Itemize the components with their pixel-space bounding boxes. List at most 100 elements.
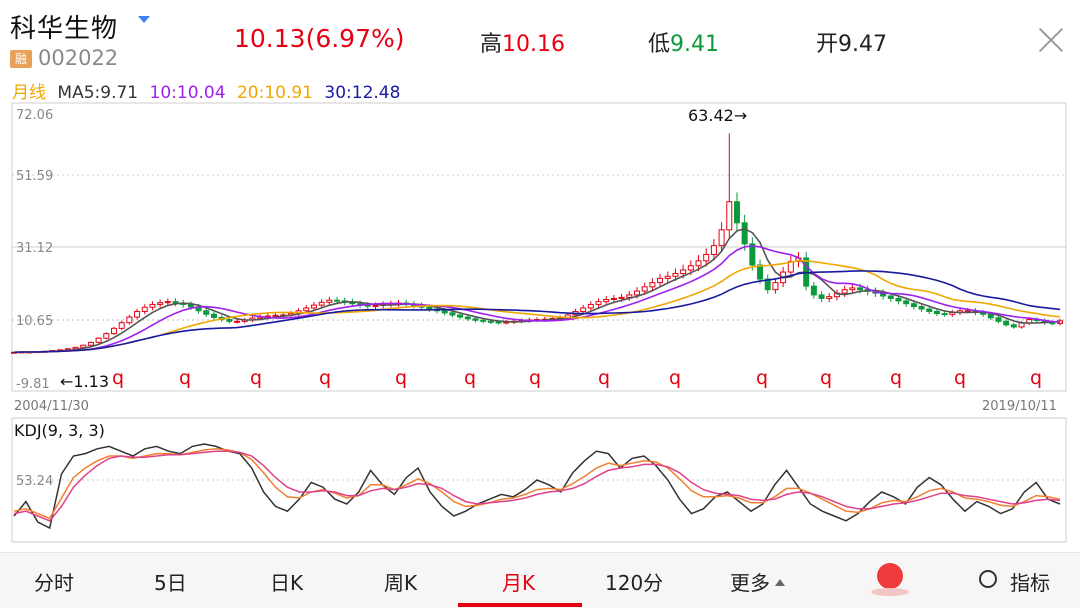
indicator-label[interactable]: 指标 xyxy=(1010,571,1050,595)
ma10-line xyxy=(13,245,1061,354)
candle-body xyxy=(464,316,471,320)
candle-body xyxy=(1003,320,1010,326)
candle-body xyxy=(810,285,817,296)
candle-body xyxy=(926,308,933,312)
kdj-j-line xyxy=(13,450,1061,522)
candle-body xyxy=(933,310,940,315)
candle-body xyxy=(203,310,210,315)
candle-body xyxy=(587,303,594,309)
candle-body xyxy=(918,306,925,310)
tab-5day[interactable]: 5日 xyxy=(154,571,187,595)
candle-body xyxy=(441,310,448,314)
record-shadow xyxy=(871,588,909,596)
ma20-line xyxy=(13,259,1061,354)
candle-body xyxy=(649,282,656,288)
candle-body xyxy=(234,320,241,323)
candle-body xyxy=(718,229,725,247)
tab-daily-k[interactable]: 日K xyxy=(270,571,304,595)
event-marker-q[interactable]: q xyxy=(820,367,832,389)
ma30-line xyxy=(13,270,1061,354)
candle-body xyxy=(149,303,156,308)
candle-body xyxy=(841,289,848,294)
y-tick-label: -9.81 xyxy=(16,377,50,392)
candle-body xyxy=(303,307,310,312)
event-marker-q[interactable]: q xyxy=(464,367,476,389)
candle-body xyxy=(1049,322,1056,325)
candle-body xyxy=(995,317,1002,322)
candle-body xyxy=(749,243,756,266)
event-marker-q[interactable]: q xyxy=(954,367,966,389)
event-marker-q[interactable]: q xyxy=(1030,367,1042,389)
candle-body xyxy=(318,301,325,306)
candle-body xyxy=(449,312,456,316)
kdj-k-line xyxy=(13,443,1061,530)
event-marker-q[interactable]: q xyxy=(319,367,331,389)
candle-body xyxy=(372,304,379,307)
ma20-label: 20:10.91 xyxy=(236,83,313,103)
ma30-label: 30:12.48 xyxy=(324,83,401,103)
candle-body xyxy=(733,201,740,224)
candle-body xyxy=(334,299,341,302)
stock-charts[interactable]: 72.06 51.59 31.12 10.65 -9.81 63.42→ ←1.… xyxy=(0,0,1080,552)
candle-body xyxy=(87,341,94,346)
candle-body xyxy=(157,302,164,305)
tab-weekly-k[interactable]: 周K xyxy=(384,571,418,595)
candle-body xyxy=(487,320,494,323)
candle-body xyxy=(826,296,833,299)
candle-body xyxy=(703,253,710,262)
candle-body xyxy=(772,282,779,291)
tab-120min[interactable]: 120分 xyxy=(605,571,664,595)
event-marker-q[interactable]: q xyxy=(112,367,124,389)
tab-fenshi[interactable]: 分时 xyxy=(34,571,74,595)
candle-body xyxy=(687,265,694,271)
tab-monthly-k[interactable]: 月K xyxy=(502,571,536,595)
event-marker-q[interactable]: q xyxy=(250,367,262,389)
low-label: 低 xyxy=(648,32,671,57)
event-marker-q[interactable]: q xyxy=(598,367,610,389)
candle-body xyxy=(580,307,587,312)
candle-body xyxy=(118,322,125,329)
event-marker-q[interactable]: q xyxy=(756,367,768,389)
event-marker-q[interactable]: q xyxy=(890,367,902,389)
candle-body xyxy=(172,301,179,304)
candle-body xyxy=(310,304,317,309)
price-change: 10.13(6.97%) xyxy=(234,24,405,53)
candle-body xyxy=(764,278,771,291)
tab-more[interactable]: 更多 xyxy=(730,567,785,596)
candle-body xyxy=(103,333,110,339)
high-value: 10.16 xyxy=(502,32,565,57)
candle-body xyxy=(426,306,433,310)
indicator-settings-icon[interactable] xyxy=(979,570,997,588)
max-price-annotation: 63.42→ xyxy=(688,106,747,125)
record-button[interactable] xyxy=(866,558,916,602)
low-price: 低9.41 xyxy=(648,26,719,58)
period-label: 月线 xyxy=(12,83,46,103)
open-price: 开9.47 xyxy=(816,26,887,58)
candle-body xyxy=(849,287,856,291)
y-tick-label: 10.65 xyxy=(16,314,53,329)
candle-body xyxy=(672,272,679,277)
high-label: 高 xyxy=(480,32,503,57)
candle-body xyxy=(603,299,610,303)
event-marker-q[interactable]: q xyxy=(529,367,541,389)
candle-body xyxy=(887,295,894,299)
dropdown-caret-icon[interactable] xyxy=(138,16,150,23)
kdj-lines xyxy=(13,443,1061,530)
candle-body xyxy=(680,269,687,274)
candle-body xyxy=(95,337,102,343)
candle-body xyxy=(126,316,133,324)
candle-body xyxy=(595,301,602,305)
event-marker-q[interactable]: q xyxy=(179,367,191,389)
candle-body xyxy=(726,201,733,231)
candle-body xyxy=(987,313,994,319)
y-tick-label: 31.12 xyxy=(16,241,53,256)
event-marker-q[interactable]: q xyxy=(669,367,681,389)
event-marker-q[interactable]: q xyxy=(395,367,407,389)
stock-name[interactable]: 科华生物 xyxy=(10,14,119,44)
record-dot-icon xyxy=(877,563,903,589)
candle-body xyxy=(495,321,502,324)
kdj-y-tick: 53.24 xyxy=(16,474,53,489)
y-tick-label: 72.06 xyxy=(16,108,53,123)
candle-body xyxy=(903,300,910,305)
